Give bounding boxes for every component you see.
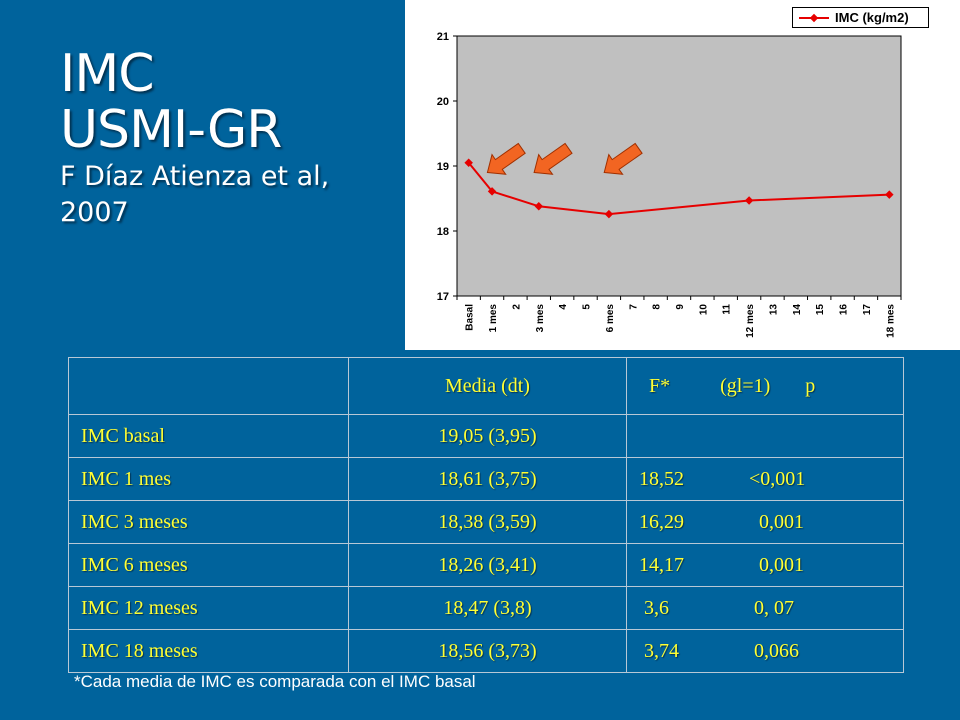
row-label: IMC 3 meses [68,500,349,544]
row-mean: 18,56 (3,73) [348,629,627,673]
slide-title: IMC USMI-GR F Díaz Atienza et al, 2007 [60,46,329,230]
y-tick-label: 20 [437,96,449,108]
imc-chart: 17 18 19 20 21 Basal 1 mes 2 3 mes 4 5 6 mes 7 8 9 10 1… [405,0,960,350]
x-tick-label: 14 [792,304,803,316]
y-axis-ticks: 17 18 19 20 21 [437,31,457,303]
data-point [744,196,754,205]
row-mean: 18,38 (3,59) [348,500,627,544]
y-tick-label: 17 [437,291,449,303]
row-label: IMC 6 meses [68,543,349,587]
x-tick-label: 15 [815,304,826,316]
imc-stats-table: Media (dt) F* (gl=1) p IMC basal 19,05 (… [68,357,904,673]
table-row: IMC 6 meses 18,26 (3,41) 14,17 0,001 [68,543,904,587]
x-tick-label: 2 [511,304,522,310]
table-row: IMC 12 meses 18,47 (3,8) 3,6 0, 07 [68,586,904,630]
y-tick-label: 19 [437,161,449,173]
x-tick-label: 17 [862,304,873,316]
footnote: *Cada media de IMC es comparada con el I… [74,672,476,691]
title-year: 2007 [60,197,129,228]
x-tick-label: 10 [698,304,709,316]
chart-legend: IMC (kg/m2) [792,7,929,28]
row-mean: 18,47 (3,8) [348,586,627,630]
row-label: IMC 18 meses [68,629,349,673]
arrow-annotation-icon [603,142,643,175]
title-author: F Díaz Atienza et al, [60,161,330,192]
legend-line-marker-icon [799,12,829,24]
row-mean: 18,61 (3,75) [348,457,627,501]
x-tick-label: 12 mes [745,304,756,338]
row-mean: 19,05 (3,95) [348,414,627,458]
x-axis-ticks: Basal 1 mes 2 3 mes 4 5 6 mes 7 8 9 10 11 12 mes 13 14… [456,296,902,338]
row-label: IMC basal [68,414,349,458]
x-tick-label: Basal [465,304,476,331]
row-f-p: 16,29 0,001 [626,500,904,544]
x-tick-label: 8 [652,304,663,310]
row-label: IMC 1 mes [68,457,349,501]
table-row: IMC 3 meses 18,38 (3,59) 16,29 0,001 [68,500,904,544]
y-tick-label: 18 [437,226,449,238]
x-tick-label: 9 [675,304,686,310]
data-point [534,202,544,211]
header-cell-mean: Media (dt) [348,357,627,415]
x-tick-label: 1 mes [488,304,499,333]
arrow-annotation-icon [533,142,573,175]
row-f-p: 3,74 0,066 [626,629,904,673]
header-cell-label [68,357,349,415]
x-tick-label: 4 [558,304,569,310]
table-row: IMC 18 meses 18,56 (3,73) 3,74 0,066 [68,629,904,673]
x-tick-label: 7 [628,304,639,310]
row-f-p: 3,6 0, 07 [626,586,904,630]
x-tick-label: 16 [839,304,850,316]
x-tick-label: 11 [722,304,733,315]
x-tick-label: 5 [582,304,593,310]
table-header-row: Media (dt) F* (gl=1) p [68,357,904,415]
title-line-2: USMI-GR [60,100,282,160]
row-mean: 18,26 (3,41) [348,543,627,587]
row-f-p: 14,17 0,001 [626,543,904,587]
title-line-1: IMC [60,44,155,104]
row-f-p: 18,52 <0,001 [626,457,904,501]
x-tick-label: 3 mes [535,304,546,333]
x-tick-label: 6 mes [605,304,616,333]
y-tick-label: 21 [437,31,449,43]
x-tick-label: 18 mes [885,304,896,338]
arrow-annotation-icon [486,142,526,175]
header-cell-f: F* (gl=1) p [626,357,904,415]
arrow-annotations [486,142,643,175]
chart-svg: 17 18 19 20 21 Basal 1 mes 2 3 mes 4 5 6 mes 7 8 9 10 1… [437,31,902,338]
x-tick-label: 13 [768,304,779,316]
table-row: IMC 1 mes 18,61 (3,75) 18,52 <0,001 [68,457,904,501]
plot-area [456,35,902,297]
row-f-p [626,414,904,458]
legend-label: IMC (kg/m2) [835,10,909,25]
data-point [604,209,614,219]
row-label: IMC 12 meses [68,586,349,630]
table-row: IMC basal 19,05 (3,95) [68,414,904,458]
series-line [467,162,890,216]
